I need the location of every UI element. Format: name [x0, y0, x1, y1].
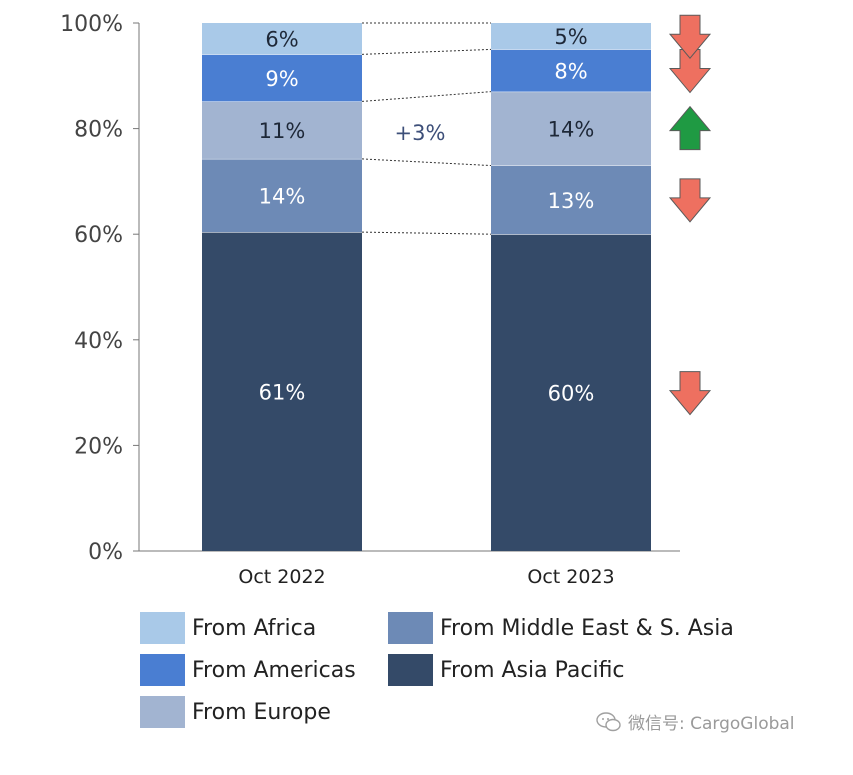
y-tick-label: 60%: [74, 223, 123, 248]
data-label: 6%: [265, 28, 298, 52]
x-category-label: Oct 2022: [238, 566, 325, 588]
bar-segment: [491, 23, 651, 50]
data-label: 61%: [259, 381, 306, 405]
legend-item-europe: From Europe: [140, 696, 331, 728]
bar-segment: [202, 101, 362, 159]
legend-swatch: [140, 696, 185, 728]
wechat-icon: [596, 711, 621, 731]
legend-item-asia-pacific: From Asia Pacific: [388, 654, 625, 686]
legend-label: From Africa: [192, 615, 317, 641]
bar-segment: [491, 49, 651, 92]
connector-lines: [361, 22, 492, 235]
y-tick-label: 80%: [74, 118, 123, 143]
legend-label: From Europe: [192, 699, 331, 725]
legend-swatch: [388, 612, 433, 644]
legend-label: From Middle East & S. Asia: [440, 615, 734, 641]
y-tick-label: 0%: [88, 540, 123, 565]
y-tick-label: 20%: [74, 434, 123, 459]
y-tick-label: 40%: [74, 329, 123, 354]
arrow-up-icon: [668, 105, 712, 151]
data-label: 60%: [548, 382, 595, 406]
legend-swatch: [388, 654, 433, 686]
bar-segment: [202, 158, 362, 233]
legend-item-middle-east: From Middle East & S. Asia: [388, 612, 734, 644]
legend-item-africa: From Africa: [140, 612, 316, 644]
x-axis-labels: Oct 2022 Oct 2023: [238, 566, 614, 588]
data-label: 9%: [265, 67, 298, 91]
bar-segment: [491, 91, 651, 166]
trend-arrows: [668, 14, 712, 416]
bar-segment: [202, 23, 362, 55]
bar-segment: [491, 165, 651, 235]
arrow-down-icon: [668, 371, 712, 416]
arrow-down-icon: [668, 14, 712, 59]
watermark: 微信号: CargoGlobal: [596, 709, 795, 734]
watermark-text: 微信号: CargoGlobal: [628, 714, 795, 734]
y-axis: 0% 20% 40% 60% 80% 100%: [60, 12, 680, 565]
connector-line: [361, 158, 492, 167]
arrow-down-icon: [668, 49, 712, 94]
stacked-bar-chart: 0% 20% 40% 60% 80% 100% 61% 14% 11% 9% 6% 60% 13% 14…: [60, 12, 712, 588]
annotation-label: +3%: [395, 121, 446, 145]
data-label: 13%: [548, 189, 595, 213]
y-tick-label: 100%: [60, 12, 123, 37]
legend-label: From Asia Pacific: [440, 657, 625, 683]
connector-line: [361, 231, 492, 235]
data-label: 5%: [554, 25, 587, 49]
bar-segment: [202, 54, 362, 102]
data-label: 14%: [548, 118, 595, 142]
x-category-label: Oct 2023: [527, 566, 614, 588]
legend: From Africa From Americas From Europe Fr…: [140, 612, 830, 742]
bar-segment: [202, 232, 362, 551]
data-labels: 61% 14% 11% 9% 6% 60% 13% 14% 8% 5%: [259, 25, 595, 405]
connector-line: [361, 91, 492, 102]
bars: [202, 23, 651, 551]
data-label: 14%: [259, 185, 306, 209]
legend-swatch: [140, 654, 185, 686]
connector-line: [361, 48, 492, 55]
legend-item-americas: From Americas: [140, 654, 356, 686]
data-label: 8%: [554, 60, 587, 84]
legend-label: From Americas: [192, 657, 356, 683]
data-label: 11%: [259, 119, 306, 143]
legend-swatch: [140, 612, 185, 644]
arrow-down-icon: [668, 178, 712, 223]
bar-segment: [491, 234, 651, 551]
